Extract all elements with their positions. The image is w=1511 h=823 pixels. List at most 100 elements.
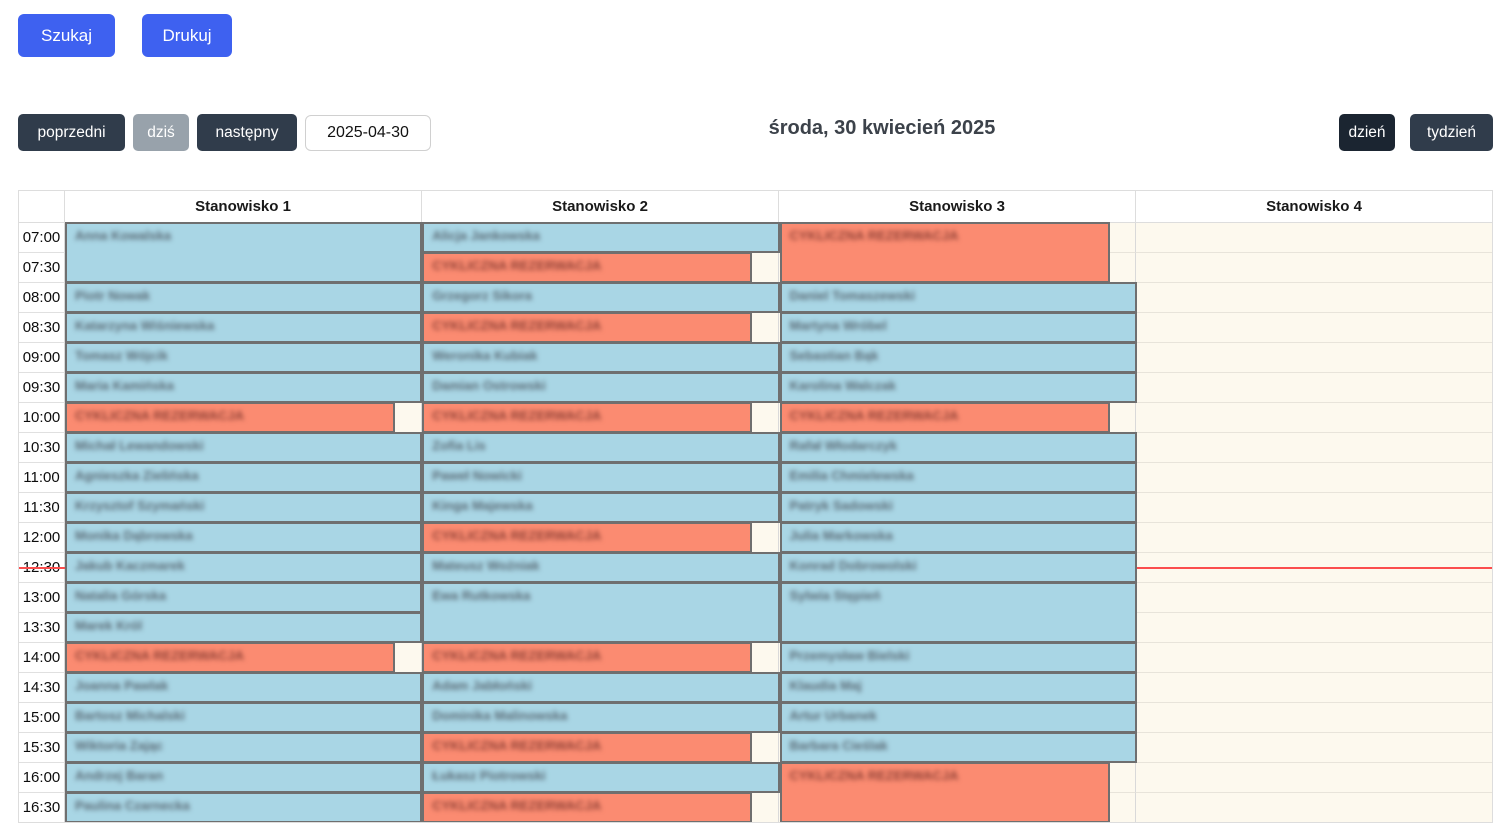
event-label: Klaudia Maj: [789, 678, 862, 693]
booking-event[interactable]: Kinga Majewska: [422, 492, 780, 523]
recurring-reservation-event[interactable]: CYKLICZNA REZERWACJA: [65, 642, 396, 673]
recurring-reservation-event[interactable]: CYKLICZNA REZERWACJA: [422, 732, 753, 763]
booking-event[interactable]: Marek Król: [65, 612, 423, 643]
empty-slot-cell[interactable]: [1136, 643, 1492, 673]
booking-event[interactable]: Joanna Pawlak: [65, 672, 423, 703]
date-input[interactable]: [305, 115, 431, 151]
booking-event[interactable]: Grzegorz Sikora: [422, 282, 780, 313]
event-label: Mateusz Woźniak: [432, 558, 540, 573]
time-label: 07:30: [19, 253, 65, 283]
event-label: Piotr Nowak: [75, 288, 151, 303]
week-view-button[interactable]: tydzień: [1410, 114, 1493, 151]
booking-event[interactable]: Sebastian Bąk: [779, 342, 1137, 373]
search-button[interactable]: Szukaj: [18, 14, 115, 57]
recurring-reservation-event[interactable]: CYKLICZNA REZERWACJA: [422, 402, 753, 433]
recurring-reservation-event[interactable]: CYKLICZNA REZERWACJA: [779, 222, 1110, 283]
today-button[interactable]: dziś: [133, 114, 189, 151]
empty-slot-cell[interactable]: [1136, 673, 1492, 703]
empty-slot-cell[interactable]: [1136, 733, 1492, 763]
booking-event[interactable]: Julia Markowska: [779, 522, 1137, 553]
recurring-reservation-event[interactable]: CYKLICZNA REZERWACJA: [779, 762, 1110, 822]
calendar-header: Stanowisko 1 Stanowisko 2 Stanowisko 3 Stan…: [19, 191, 1492, 223]
booking-event[interactable]: Agnieszka Zielińska: [65, 462, 423, 493]
empty-slot-cell[interactable]: [1136, 523, 1492, 553]
booking-event[interactable]: Karolina Walczak: [779, 372, 1137, 403]
booking-event[interactable]: Paulina Czarnecka: [65, 792, 423, 822]
booking-event[interactable]: Adam Jabłoński: [422, 672, 780, 703]
booking-event[interactable]: Alicja Jankowska: [422, 222, 780, 253]
booking-event[interactable]: Przemysław Bielski: [779, 642, 1137, 673]
recurring-reservation-event[interactable]: CYKLICZNA REZERWACJA: [422, 642, 753, 673]
recurring-reservation-event[interactable]: CYKLICZNA REZERWACJA: [422, 312, 753, 343]
booking-event[interactable]: Weronika Kubiak: [422, 342, 780, 373]
time-label: 09:30: [19, 373, 65, 403]
event-label: Konrad Dobrowolski: [789, 558, 917, 573]
booking-event[interactable]: Piotr Nowak: [65, 282, 423, 313]
empty-slot-cell[interactable]: [1136, 613, 1492, 643]
booking-event[interactable]: Michał Lewandowski: [65, 432, 423, 463]
empty-slot-cell[interactable]: [1136, 793, 1492, 822]
empty-slot-cell[interactable]: [1136, 433, 1492, 463]
time-label: 15:30: [19, 733, 65, 763]
empty-slot-cell[interactable]: [1136, 223, 1492, 253]
print-button[interactable]: Drukuj: [142, 14, 232, 57]
empty-slot-cell[interactable]: [1136, 283, 1492, 313]
recurring-reservation-event[interactable]: CYKLICZNA REZERWACJA: [65, 402, 396, 433]
empty-slot-cell[interactable]: [1136, 343, 1492, 373]
event-label: CYKLICZNA REZERWACJA: [75, 408, 245, 423]
booking-event[interactable]: Anna Kowalska: [65, 222, 423, 283]
event-label: CYKLICZNA REZERWACJA: [789, 408, 959, 423]
booking-event[interactable]: Rafał Włodarczyk: [779, 432, 1137, 463]
event-label: CYKLICZNA REZERWACJA: [432, 738, 602, 753]
booking-event[interactable]: Krzysztof Szymański: [65, 492, 423, 523]
empty-slot-cell[interactable]: [1136, 703, 1492, 733]
booking-event[interactable]: Zofia Lis: [422, 432, 780, 463]
empty-slot-cell[interactable]: [1136, 373, 1492, 403]
previous-day-button[interactable]: poprzedni: [18, 114, 125, 151]
booking-event[interactable]: Paweł Nowicki: [422, 462, 780, 493]
booking-event[interactable]: Emilia Chmielewska: [779, 462, 1137, 493]
time-label: 08:30: [19, 313, 65, 343]
event-label: Andrzej Baran: [75, 768, 164, 783]
event-label: Daniel Tomaszewski: [789, 288, 915, 303]
booking-event[interactable]: Barbara Cieślak: [779, 732, 1137, 763]
booking-event[interactable]: Wiktoria Zając: [65, 732, 423, 763]
booking-event[interactable]: Daniel Tomaszewski: [779, 282, 1137, 313]
event-label: Kinga Majewska: [432, 498, 533, 513]
booking-event[interactable]: Tomasz Wójcik: [65, 342, 423, 373]
booking-event[interactable]: Maria Kamińska: [65, 372, 423, 403]
empty-slot-cell[interactable]: [1136, 313, 1492, 343]
event-label: Patryk Sadowski: [789, 498, 893, 513]
booking-event[interactable]: Łukasz Piotrowski: [422, 762, 780, 793]
booking-event[interactable]: Jakub Kaczmarek: [65, 552, 423, 583]
booking-event[interactable]: Bartosz Michalski: [65, 702, 423, 733]
empty-slot-cell[interactable]: [1136, 253, 1492, 283]
empty-slot-cell[interactable]: [1136, 493, 1492, 523]
booking-event[interactable]: Sylwia Stępień: [779, 582, 1137, 643]
booking-event[interactable]: Martyna Wróbel: [779, 312, 1137, 343]
empty-slot-cell[interactable]: [1136, 583, 1492, 613]
recurring-reservation-event[interactable]: CYKLICZNA REZERWACJA: [422, 792, 753, 822]
empty-slot-cell[interactable]: [1136, 763, 1492, 793]
recurring-reservation-event[interactable]: CYKLICZNA REZERWACJA: [422, 522, 753, 553]
booking-event[interactable]: Patryk Sadowski: [779, 492, 1137, 523]
booking-event[interactable]: Artur Urbanek: [779, 702, 1137, 733]
booking-event[interactable]: Mateusz Woźniak: [422, 552, 780, 583]
recurring-reservation-event[interactable]: CYKLICZNA REZERWACJA: [422, 252, 753, 283]
booking-event[interactable]: Konrad Dobrowolski: [779, 552, 1137, 583]
recurring-reservation-event[interactable]: CYKLICZNA REZERWACJA: [779, 402, 1110, 433]
booking-event[interactable]: Andrzej Baran: [65, 762, 423, 793]
booking-event[interactable]: Natalia Górska: [65, 582, 423, 613]
next-day-button[interactable]: następny: [197, 114, 297, 151]
event-label: Paulina Czarnecka: [75, 798, 190, 813]
empty-slot-cell[interactable]: [1136, 463, 1492, 493]
booking-event[interactable]: Klaudia Maj: [779, 672, 1137, 703]
empty-slot-cell[interactable]: [1136, 403, 1492, 433]
day-view-button[interactable]: dzień: [1339, 114, 1395, 151]
booking-event[interactable]: Damian Ostrowski: [422, 372, 780, 403]
booking-event[interactable]: Monika Dąbrowska: [65, 522, 423, 553]
booking-event[interactable]: Dominika Malinowska: [422, 702, 780, 733]
booking-event[interactable]: Katarzyna Wiśniewska: [65, 312, 423, 343]
booking-event[interactable]: Ewa Rutkowska: [422, 582, 780, 643]
event-label: Natalia Górska: [75, 588, 167, 603]
